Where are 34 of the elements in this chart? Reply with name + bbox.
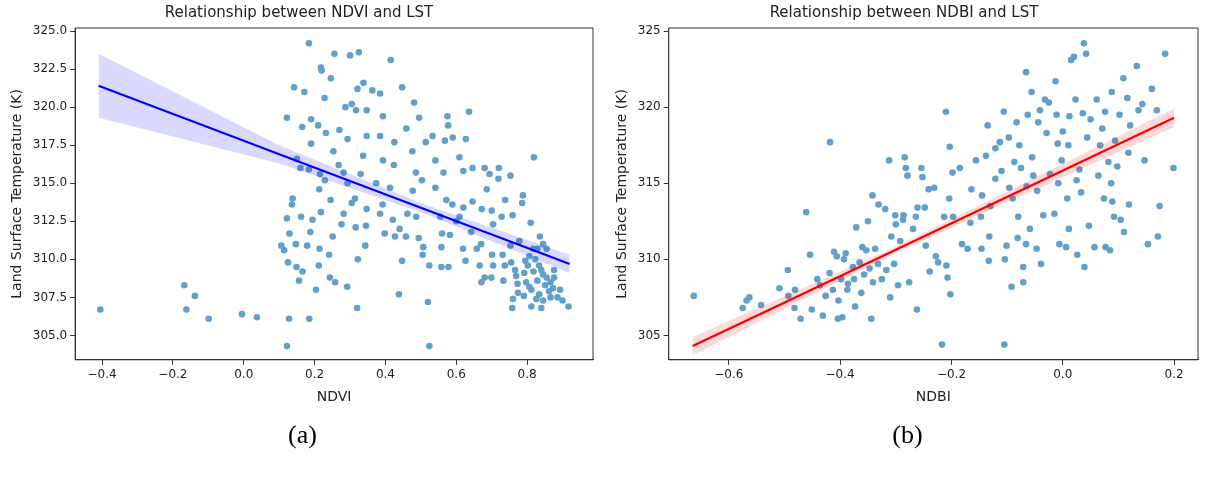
x-axis-title: NDVI xyxy=(316,388,352,405)
x-tick-label: 0.2 xyxy=(1164,367,1184,382)
x-tick-label: 0.6 xyxy=(446,367,466,382)
y-tick-label: 315 xyxy=(637,175,661,190)
y-tick-label: 310 xyxy=(637,251,661,266)
chart-title: Relationship between NDVI and LST xyxy=(164,2,435,21)
x-tick-label: 0.4 xyxy=(375,367,395,382)
x-tick-label: −0.2 xyxy=(158,367,188,382)
x-tick-label: 0.0 xyxy=(234,367,254,382)
x-tick-label: −0.2 xyxy=(936,367,967,382)
x-tick-label: 0.8 xyxy=(517,367,537,382)
y-tick-label: 325.0 xyxy=(32,23,68,38)
y-tick-label: 315.0 xyxy=(32,175,68,190)
text: (b) xyxy=(891,420,924,450)
y-tick-label: 320.0 xyxy=(32,99,68,114)
chart-title: Relationship between NDBI and LST xyxy=(769,2,1040,21)
text: (a) xyxy=(287,420,318,450)
y-tick-label: 310.0 xyxy=(32,251,68,266)
y-tick-label: 305 xyxy=(637,327,661,342)
y-tick-label: 322.5 xyxy=(32,61,68,76)
x-tick-label: 0.2 xyxy=(305,367,325,382)
y-tick-label: 307.5 xyxy=(32,289,68,304)
x-tick-label: −0.4 xyxy=(825,367,855,382)
y-tick-label: 317.5 xyxy=(32,137,68,152)
x-tick-label: −0.6 xyxy=(714,367,744,382)
x-axis-title: NDBI xyxy=(915,388,951,405)
y-tick-label: 305.0 xyxy=(32,327,68,342)
y-tick-label: 312.5 xyxy=(32,213,68,228)
y-axis-title: Land Surface Temperature (K) xyxy=(613,89,630,299)
y-axis-title: Land Surface Temperature (K) xyxy=(8,89,25,299)
y-tick-label: 320 xyxy=(637,99,661,114)
x-tick-label: 0.0 xyxy=(1053,367,1073,382)
x-tick-label: −0.4 xyxy=(87,367,117,382)
y-tick-label: 325 xyxy=(637,23,661,38)
